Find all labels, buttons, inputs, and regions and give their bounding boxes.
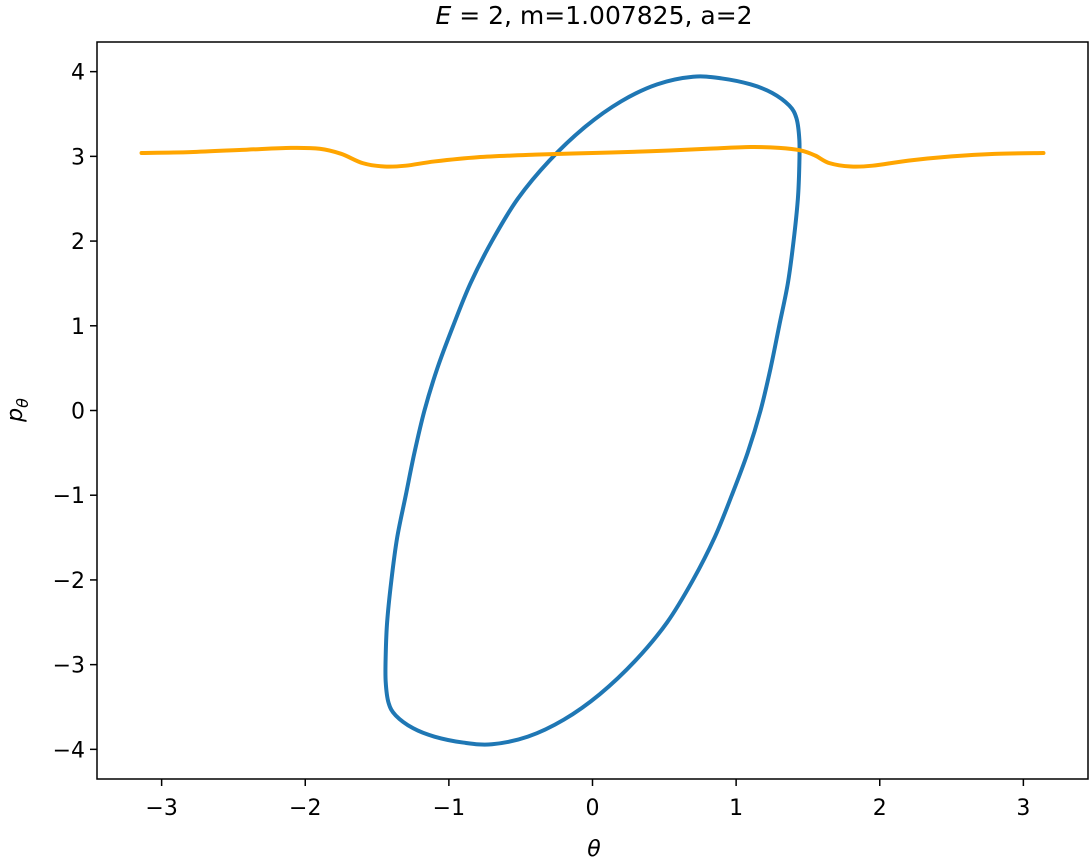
y-tick-label: 3 [71, 145, 85, 170]
x-tick-label: 2 [873, 796, 887, 821]
y-tick-label: −4 [53, 738, 85, 763]
y-axis-label: pθ [3, 398, 32, 423]
y-axis-label-subscript: θ [13, 398, 32, 408]
y-axis-ticks: −4 −3 −2 −1 0 1 2 3 4 [53, 61, 97, 763]
x-tick-label: 1 [729, 796, 743, 821]
y-tick-label: −2 [53, 569, 85, 594]
x-axis-ticks: −3 −2 −1 0 1 2 3 [145, 779, 1030, 821]
y-tick-label: −3 [53, 654, 85, 679]
x-tick-label: 0 [586, 796, 600, 821]
chart-title-rest: = 2, m=1.007825, a=2 [451, 1, 752, 30]
series-line-1 [139, 145, 1046, 169]
chart-title: E = 2, m=1.007825, a=2 [435, 1, 752, 30]
x-tick-label: 3 [1016, 796, 1030, 821]
y-tick-label: −1 [53, 484, 85, 509]
chart-title-variable: E [435, 1, 451, 30]
y-tick-label: 2 [71, 230, 85, 255]
y-tick-label: 1 [71, 315, 85, 340]
y-tick-label: 0 [71, 400, 85, 425]
series-layer [139, 74, 1046, 747]
x-tick-label: −1 [433, 796, 465, 821]
series-line-0 [383, 74, 802, 747]
y-axis-label-base: p [3, 408, 28, 423]
x-tick-label: −2 [289, 796, 321, 821]
y-tick-label: 4 [71, 61, 85, 86]
x-axis-label: θ [587, 837, 601, 860]
x-tick-label: −3 [145, 796, 177, 821]
